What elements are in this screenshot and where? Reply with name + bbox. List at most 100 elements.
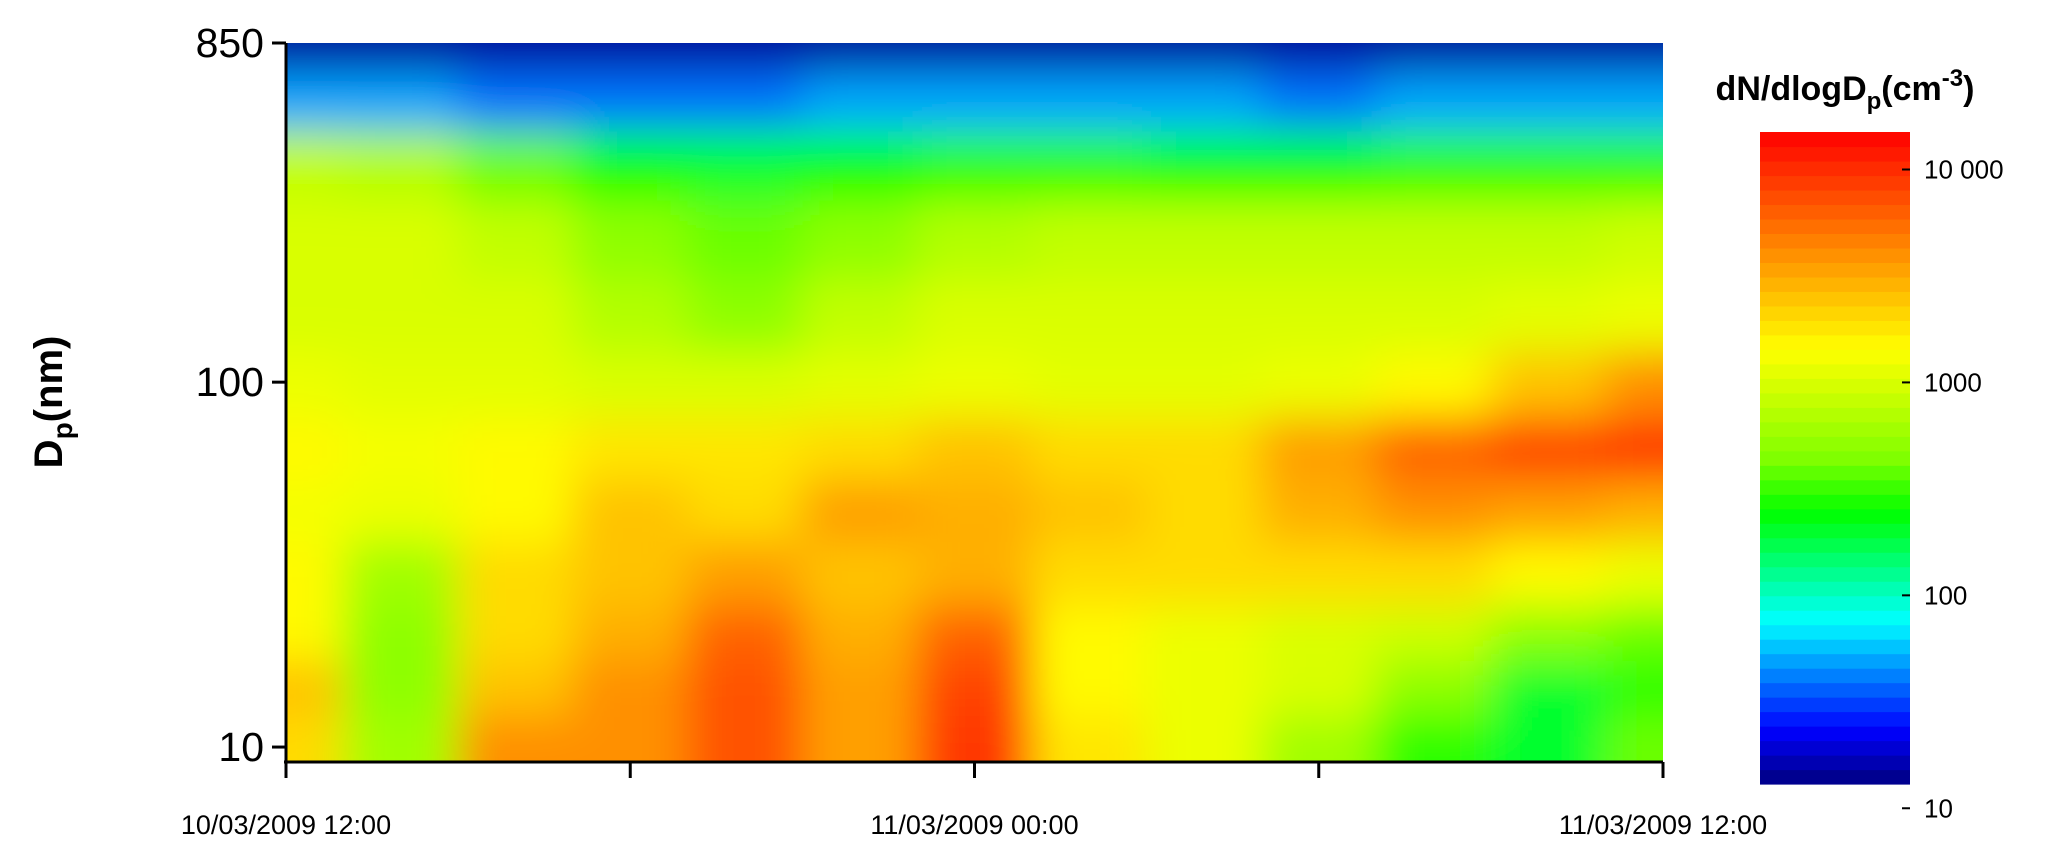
- colorbar-label-main: dN/dlogD: [1716, 70, 1867, 108]
- heat-cell: [343, 277, 460, 352]
- heat-cell: [1146, 540, 1263, 607]
- heat-cell: [286, 199, 345, 279]
- heat-cell: [1490, 350, 1607, 418]
- colorbar-band: [1760, 392, 1910, 408]
- colorbar-tick-label: 1000: [1924, 367, 1982, 397]
- colorbar-band: [1760, 523, 1910, 539]
- colorbar-band: [1760, 668, 1910, 684]
- heat-cell: [917, 660, 1033, 716]
- colorbar-label-sub: p: [1867, 88, 1882, 115]
- heat-cell: [1261, 70, 1378, 132]
- heat-cell: [1376, 540, 1492, 607]
- heat-cell: [1031, 540, 1148, 607]
- colorbar-band: [1760, 132, 1910, 148]
- heat-cell: [343, 70, 460, 132]
- colorbar-band: [1760, 595, 1910, 611]
- heat-cell: [1376, 277, 1492, 352]
- heat-cell: [1261, 479, 1378, 542]
- heat-cell: [1490, 277, 1607, 352]
- heat-cell: [286, 540, 345, 607]
- heat-cell: [286, 43, 345, 72]
- heat-cell: [802, 199, 919, 279]
- heat-cell: [572, 277, 689, 352]
- heat-cell: [1376, 130, 1492, 201]
- colorbar-band: [1760, 160, 1910, 177]
- colorbar-label: dN/dlogDp(cm-3): [1716, 65, 1975, 115]
- heat-cell: [286, 350, 345, 418]
- colorbar-band: [1760, 407, 1910, 423]
- heat-cell: [917, 479, 1033, 542]
- heat-cell: [343, 350, 460, 418]
- colorbar-band: [1760, 305, 1910, 321]
- heat-cell: [1605, 605, 1663, 662]
- colorbar-band: [1760, 581, 1910, 597]
- heat-cell: [1261, 43, 1378, 72]
- heat-cell: [917, 130, 1033, 201]
- colorbar-band: [1760, 465, 1910, 481]
- heat-cell: [1490, 43, 1607, 72]
- heat-cell: [1146, 130, 1263, 201]
- heat-cell: [687, 540, 804, 607]
- heat-cell: [1605, 714, 1663, 762]
- heat-cell: [917, 540, 1033, 607]
- y-tick-label: 10: [218, 724, 264, 770]
- heat-cell: [1261, 714, 1378, 762]
- colorbar-label-open: (cm: [1881, 70, 1941, 108]
- heat-cell: [286, 605, 345, 662]
- colorbar-band: [1760, 711, 1910, 727]
- heat-cell: [1146, 277, 1263, 352]
- colorbar-band: [1760, 624, 1910, 640]
- heat-cell: [1376, 714, 1492, 762]
- heat-cell: [1261, 350, 1378, 418]
- heat-cell: [1261, 660, 1378, 716]
- heat-cell: [286, 70, 345, 132]
- heat-cell: [458, 199, 574, 279]
- heat-cell: [1031, 479, 1148, 542]
- colorbar-band: [1760, 537, 1910, 553]
- heat-cell: [1490, 714, 1607, 762]
- heat-cell: [1376, 43, 1492, 72]
- heat-cell: [286, 660, 345, 716]
- colorbar-band: [1760, 726, 1910, 742]
- heat-cell: [917, 416, 1033, 481]
- x-tick-label: 11/03/2009 12:00: [1559, 810, 1767, 840]
- heat-cell: [1490, 605, 1607, 662]
- y-label-main: D: [27, 439, 71, 468]
- heat-cell: [1490, 130, 1607, 201]
- heat-cell: [1031, 199, 1148, 279]
- heat-cell: [1605, 540, 1663, 607]
- heat-cell: [343, 479, 460, 542]
- plot-area: [286, 43, 1663, 762]
- heat-cell: [458, 130, 574, 201]
- heat-cell: [1490, 199, 1607, 279]
- heat-cell: [1605, 43, 1663, 72]
- heat-cell: [458, 540, 574, 607]
- colorbar-band: [1760, 639, 1910, 655]
- colorbar-band: [1760, 146, 1910, 162]
- colorbar-band: [1760, 508, 1910, 524]
- heat-cell: [917, 199, 1033, 279]
- colorbar-band: [1760, 378, 1910, 394]
- heat-cell: [1605, 350, 1663, 418]
- x-tick-label: 10/03/2009 12:00: [181, 810, 391, 840]
- colorbar-band: [1760, 247, 1910, 263]
- heat-cell: [1261, 130, 1378, 201]
- heat-cell: [1605, 416, 1663, 481]
- colorbar-band: [1760, 610, 1910, 626]
- heat-cell: [1261, 605, 1378, 662]
- colorbar-band: [1760, 682, 1910, 698]
- heat-cell: [286, 714, 345, 762]
- y-tick-label: 100: [196, 359, 264, 405]
- colorbar-label-close: ): [1963, 70, 1974, 108]
- colorbar-tick-label: 10: [1924, 793, 1953, 823]
- heat-cell: [917, 605, 1033, 662]
- colorbar-band: [1760, 740, 1910, 756]
- heat-cell: [917, 350, 1033, 418]
- heat-cell: [572, 479, 689, 542]
- heat-cell: [1376, 605, 1492, 662]
- heat-cell: [1376, 70, 1492, 132]
- x-tick-label: 11/03/2009 00:00: [870, 810, 1078, 840]
- heat-cell: [917, 277, 1033, 352]
- heat-cell: [1605, 199, 1663, 279]
